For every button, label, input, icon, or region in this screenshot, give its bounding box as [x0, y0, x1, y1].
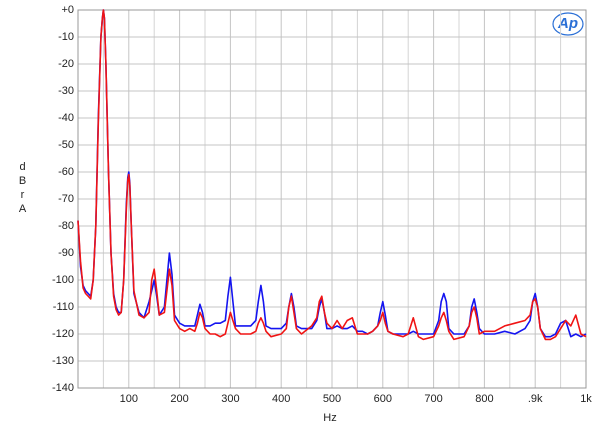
- y-tick-label: -120: [52, 328, 74, 340]
- x-tick-label: 200: [170, 393, 188, 405]
- y-tick-label: -130: [52, 355, 74, 367]
- y-axis-label: dBr A: [18, 161, 27, 215]
- x-axis-label: Hz: [323, 412, 336, 424]
- y-tick-label: -40: [58, 112, 74, 124]
- y-tick-label: -60: [58, 166, 74, 178]
- x-tick-label: 700: [424, 393, 442, 405]
- y-tick-label: -20: [58, 58, 74, 70]
- x-tick-label: 600: [374, 393, 392, 405]
- y-tick-label: -30: [58, 85, 74, 97]
- plot-frame: [77, 9, 587, 389]
- y-tick-label: -90: [58, 247, 74, 259]
- y-tick-label: -100: [52, 274, 74, 286]
- y-tick-label: -80: [58, 220, 74, 232]
- y-tick-label: -110: [53, 301, 74, 313]
- x-tick-label: 100: [120, 393, 138, 405]
- series-line: [77, 9, 587, 341]
- y-tick-label: +0: [61, 4, 74, 16]
- y-tick-label: -50: [58, 139, 74, 151]
- logo: Ap: [557, 15, 578, 32]
- y-tick-label: -140: [52, 382, 74, 394]
- x-tick-label: .9k: [528, 393, 543, 405]
- x-tick-label: 400: [272, 393, 290, 405]
- x-tick-label: 800: [475, 393, 493, 405]
- y-tick-label: -10: [58, 31, 74, 43]
- x-tick-label: 300: [221, 393, 239, 405]
- x-tick-label: 1k: [580, 393, 592, 405]
- y-tick-label: -70: [58, 193, 74, 205]
- logo-ring: [552, 12, 584, 36]
- x-tick-label: 500: [323, 393, 341, 405]
